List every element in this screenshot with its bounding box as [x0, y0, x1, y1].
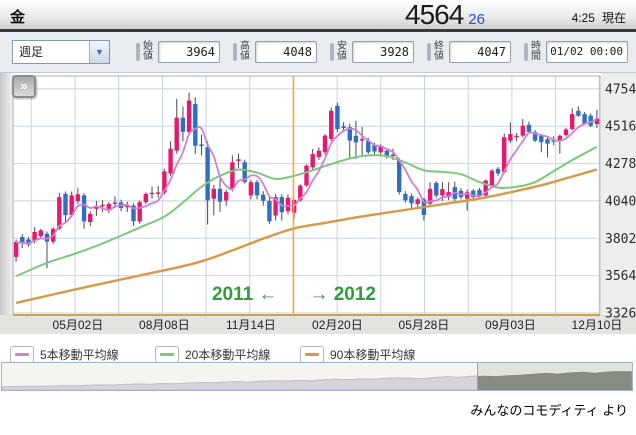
ma90-swatch	[300, 345, 324, 363]
toolbar: 週足 ▼ 始値 3964 高値 4048 安値 3928 終値 404	[0, 32, 636, 73]
x-axis-label: 09月03日	[485, 318, 536, 332]
field-tick	[233, 43, 237, 61]
high-field: 高値 4048	[233, 41, 317, 63]
x-axis-label: 11月14日	[226, 318, 276, 332]
ohlc-fields: 始値 3964 高値 4048 安値 3928 終値 4047 時間 0	[123, 41, 628, 63]
close-label: 終値	[434, 40, 444, 62]
legend-item-ma20: 20本移動平均線	[155, 345, 290, 363]
candlestick-chart[interactable]: 2011 ← → 2012 4754 4516 4278 4040 3802 3564 3326…	[0, 73, 636, 334]
dropdown-button[interactable]: ▼	[89, 41, 109, 63]
price-block: 4564 26	[405, 0, 485, 29]
credit-text: みんなのコモディティ より	[470, 403, 628, 418]
ma20-line	[15, 145, 598, 278]
range-navigator[interactable]	[1, 362, 633, 391]
time-label: 時間	[531, 40, 541, 62]
navigator-area-chart[interactable]	[1, 363, 633, 391]
ma5-swatch	[10, 345, 34, 363]
time-suffix: 現在	[601, 11, 626, 25]
timeframe-value: 週足	[19, 45, 44, 59]
field-tick	[524, 43, 528, 61]
low-field: 安値 3928	[330, 41, 414, 63]
ma20-swatch	[155, 345, 179, 363]
y-axis-label: 4040	[605, 194, 636, 209]
annotation-2011: 2011 ←	[212, 284, 278, 305]
x-axis-label: 05月02日	[53, 318, 104, 332]
legend-item-ma90: 90本移動平均線	[300, 345, 435, 363]
time-value-box: 01/02 00:00	[546, 41, 628, 63]
ma90-line	[15, 168, 598, 305]
current-time: 4:25 現在	[565, 9, 626, 26]
y-axis-strip	[601, 73, 636, 334]
title-bar: 金 4564 26 4:25 現在	[0, 0, 636, 32]
caret-down-icon: ▼	[95, 47, 104, 57]
low-label: 安値	[337, 40, 347, 62]
y-axis-label: 4278	[605, 157, 636, 172]
annotation-2012: → 2012	[309, 284, 376, 305]
double-chevron-right-icon: »	[20, 78, 28, 93]
y-axis-label: 3802	[605, 232, 636, 247]
high-label: 高値	[240, 40, 250, 62]
close-value: 4047	[449, 41, 511, 63]
selected-range-area	[477, 371, 632, 390]
x-axis-label: 05月28日	[399, 318, 450, 332]
time-value: 4:25	[571, 11, 595, 25]
ma20-label: 20本移動平均線	[185, 347, 271, 362]
price-change: 26	[468, 11, 485, 28]
expand-panel-button[interactable]: »	[12, 75, 36, 98]
y-axis-label: 4516	[605, 120, 636, 135]
ma5-line-icon	[15, 352, 29, 356]
y-axis-label: 3564	[605, 269, 636, 284]
field-tick	[330, 43, 334, 61]
chart-region: 2011 ← → 2012 4754 4516 4278 4040 3802 3564 3326…	[0, 73, 636, 334]
field-tick	[136, 43, 140, 61]
field-tick	[427, 43, 431, 61]
ma20-line-icon	[160, 352, 174, 356]
open-label: 始値	[143, 40, 153, 62]
legend: 5本移動平均線 20本移動平均線 90本移動平均線	[0, 344, 636, 364]
close-field: 終値 4047	[427, 41, 511, 63]
time-field: 時間 01/02 00:00	[524, 41, 628, 63]
high-value: 4048	[255, 41, 317, 63]
collapsed-panel-strip	[0, 73, 13, 334]
ma90-label: 90本移動平均線	[330, 347, 416, 362]
ma5-label: 5本移動平均線	[40, 347, 119, 362]
y-axis-label: 4754	[605, 82, 636, 97]
ma90-line-icon	[305, 352, 319, 356]
symbol-label: 金	[10, 9, 26, 26]
x-axis-label: 02月20日	[312, 318, 363, 332]
x-axis-label: 12月10日	[572, 318, 623, 332]
low-value: 3928	[352, 41, 414, 63]
open-value: 3964	[158, 41, 220, 63]
x-axis-strip	[0, 315, 636, 334]
legend-item-ma5: 5本移動平均線	[10, 345, 145, 363]
y-axis-label: 3326	[605, 306, 636, 321]
price-value: 4564	[405, 0, 464, 30]
x-axis-label: 08月08日	[139, 318, 190, 332]
open-field: 始値 3964	[136, 41, 220, 63]
timeframe-select[interactable]: 週足 ▼	[12, 40, 110, 64]
ma5-line	[15, 118, 598, 245]
